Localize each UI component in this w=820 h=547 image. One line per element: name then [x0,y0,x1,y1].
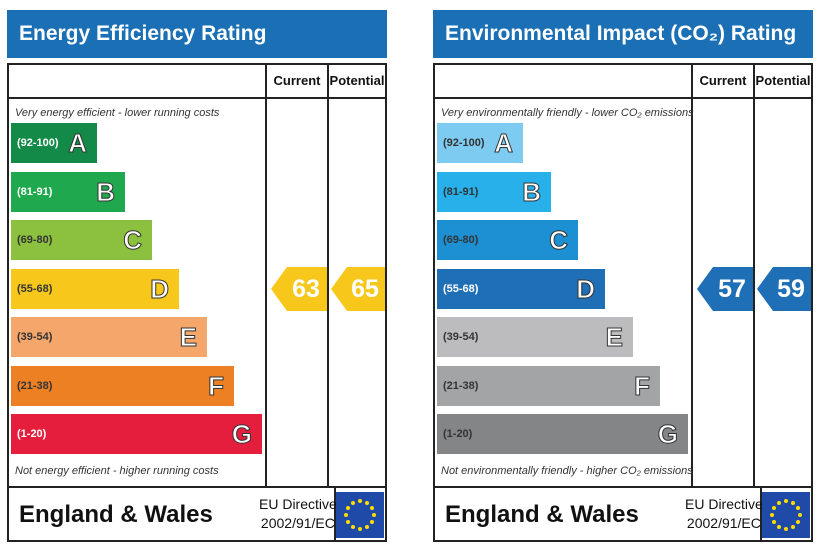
potential-rating-arrow: 65 [331,266,385,311]
potential-rating-arrow-value: 65 [351,274,379,303]
top-note: Very environmentally friendly - lower CO… [441,107,694,119]
eu-directive: EU Directive 2002/91/EC [259,495,337,533]
band-letter: A [494,128,514,159]
rating-band-a: (92-100) A [11,123,97,163]
footer-country: England & Wales [19,501,213,528]
band-letter: C [123,225,143,256]
column-divider [265,65,267,486]
footer-divider-vertical [760,486,762,542]
column-divider [691,65,693,486]
potential-column-header: Potential [755,73,811,88]
rating-frame: Current Potential Very energy efficient … [7,63,387,542]
column-divider [753,65,755,486]
eu-directive-line1: EU Directive [685,496,763,512]
panel-title: Environmental Impact (CO₂) Rating [433,10,813,58]
column-divider [327,65,329,486]
potential-rating-arrow-value: 59 [777,274,805,303]
band-letter: E [179,322,197,353]
band-range-label: (69-80) [443,234,479,246]
top-note: Very energy efficient - lower running co… [15,107,220,119]
rating-band-a: (92-100) A [437,123,523,163]
footer-divider [9,486,385,488]
current-rating-arrow-shape [697,266,753,311]
band-letter: G [231,419,252,450]
band-range-label: (69-80) [17,234,53,246]
band-letter: C [549,225,569,256]
rating-band-e: (39-54) E [437,317,633,357]
eu-flag-icon [762,492,810,538]
band-letter: G [657,419,678,450]
band-range-label: (1-20) [443,428,473,440]
band-letter: F [208,370,225,401]
band-range-label: (39-54) [443,331,479,343]
band-range-label: (92-100) [443,137,485,149]
band-range-label: (55-68) [443,282,479,295]
rating-band-d: (55-68) D [437,268,605,309]
eu-directive: EU Directive 2002/91/EC [685,495,763,533]
band-letter: E [605,322,623,353]
band-range-label: (92-100) [17,137,59,149]
current-column-header: Current [273,73,321,88]
band-letter: D [150,273,170,304]
band-letter: B [96,176,116,207]
rating-band-e: (39-54) E [11,317,207,357]
rating-band-f: (21-38) F [11,365,234,406]
environmental-impact-panel: Environmental Impact (CO₂) Rating Curren… [433,10,813,542]
rating-band-f: (21-38) F [437,365,660,406]
band-range-label: (55-68) [17,282,53,295]
potential-column-header: Potential [329,73,385,88]
band-letter: B [522,176,542,207]
bottom-note: Not energy efficient - higher running co… [15,465,219,477]
bottom-note: Not environmentally friendly - higher CO… [441,465,693,477]
rating-band-b: (81-91) B [437,171,551,212]
potential-rating-arrow: 59 [757,266,811,311]
rating-band-c: (69-80) C [11,220,152,260]
rating-frame: Current Potential Very environmentally f… [433,63,813,542]
panel-title: Energy Efficiency Rating [7,10,387,58]
current-rating-arrow-shape [271,266,327,311]
current-rating-arrow: 63 [271,266,327,311]
footer-country: England & Wales [445,501,639,528]
eu-directive-line2: 2002/91/EC [260,515,335,531]
band-range-label: (1-20) [17,428,47,440]
eu-directive-line1: EU Directive [259,496,337,512]
eu-directive-line2: 2002/91/EC [686,515,761,531]
current-rating-arrow: 57 [697,266,753,311]
energy-efficiency-panel: Energy Efficiency Rating Current Potenti… [7,10,387,542]
eu-flag-icon [336,492,384,538]
band-letter: A [68,128,88,159]
current-rating-arrow-value: 57 [718,274,746,303]
rating-band-d: (55-68) D [11,268,179,309]
rating-band-c: (69-80) C [437,220,578,260]
footer-divider [435,486,811,488]
band-range-label: (21-38) [17,379,53,392]
band-letter: F [634,370,651,401]
rating-band-b: (81-91) B [11,171,125,212]
band-range-label: (21-38) [443,379,479,392]
current-column-header: Current [699,73,747,88]
band-letter: D [576,273,596,304]
rating-band-g: (1-20) G [437,414,688,454]
header-divider [435,97,811,99]
band-range-label: (81-91) [443,185,479,198]
potential-rating-arrow-shape [757,266,811,311]
potential-rating-arrow-shape [331,266,385,311]
footer-divider-vertical [334,486,336,542]
band-range-label: (39-54) [17,331,53,343]
rating-band-g: (1-20) G [11,414,262,454]
header-divider [9,97,385,99]
band-range-label: (81-91) [17,185,53,198]
current-rating-arrow-value: 63 [292,274,320,303]
